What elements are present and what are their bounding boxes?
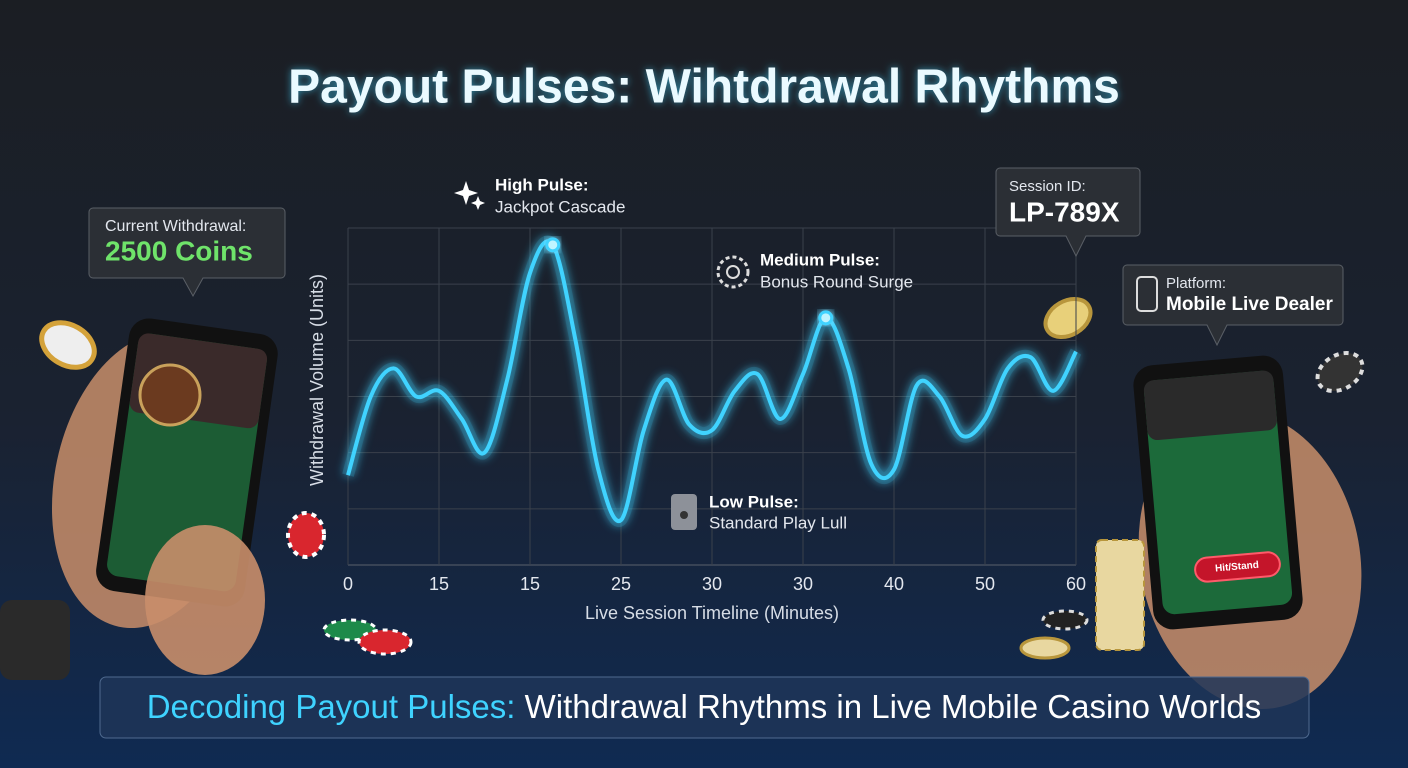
annotation: Low Pulse: Standard Play Lull — [671, 492, 847, 532]
banner-highlight: Decoding Payout Pulses: — [147, 688, 516, 725]
annotation: High Pulse: Jackpot Cascade — [454, 175, 625, 216]
annotation-text: Standard Play Lull — [709, 513, 847, 532]
callout-value: LP-789X — [1009, 196, 1120, 227]
right-phone: Hit/Stand — [1019, 297, 1365, 709]
x-tick-label: 30 — [793, 574, 813, 594]
y-axis-label: Withdrawal Volume (Units) — [307, 274, 327, 486]
callout-label: Platform: — [1166, 275, 1226, 292]
callout-label: Session ID: — [1009, 178, 1086, 195]
callout-label: Current Withdrawal: — [105, 218, 246, 235]
x-tick-label: 30 — [702, 574, 722, 594]
banner: Decoding Payout Pulses: Withdrawal Rhyth… — [99, 676, 1310, 739]
x-tick-label: 15 — [520, 574, 540, 594]
x-tick-label: 25 — [611, 574, 631, 594]
callout-value: 2500 Coins — [105, 235, 253, 266]
x-tick-label: 50 — [975, 574, 995, 594]
callout: Session ID: LP-789X — [995, 167, 1141, 258]
annotation: Medium Pulse: Bonus Round Surge — [716, 250, 913, 291]
callout: Platform: Mobile Live Dealer — [1122, 264, 1344, 347]
annotation-title: Medium Pulse: — [760, 250, 880, 269]
x-tick-label: 15 — [429, 574, 449, 594]
annotation-title: High Pulse: — [495, 175, 589, 194]
annotation-title: Low Pulse: — [709, 492, 799, 511]
x-tick-label: 0 — [343, 574, 353, 594]
plot-area: 0 15 15 25 30 30 40 50 60 — [342, 227, 1086, 594]
peak-marker — [545, 237, 561, 253]
x-tick-label: 40 — [884, 574, 904, 594]
left-phone — [0, 318, 413, 680]
banner-rest: Withdrawal Rhythms in Live Mobile Casino… — [525, 688, 1262, 725]
callout-value: Mobile Live Dealer — [1166, 294, 1333, 315]
annotation-text: Jackpot Cascade — [495, 197, 625, 216]
banner-text: Decoding Payout Pulses: Withdrawal Rhyth… — [147, 688, 1262, 725]
data-line — [346, 239, 1078, 524]
x-tick-label: 60 — [1066, 574, 1086, 594]
peak-marker — [818, 310, 834, 326]
callout: Current Withdrawal: 2500 Coins — [88, 207, 286, 298]
annotation-text: Bonus Round Surge — [760, 272, 913, 291]
hit-stand-button: Hit/Stand — [1215, 560, 1260, 575]
x-axis-label: Live Session Timeline (Minutes) — [585, 603, 839, 623]
chart-title: Payout Pulses: Wihtdrawal Rhythms — [288, 61, 1120, 114]
